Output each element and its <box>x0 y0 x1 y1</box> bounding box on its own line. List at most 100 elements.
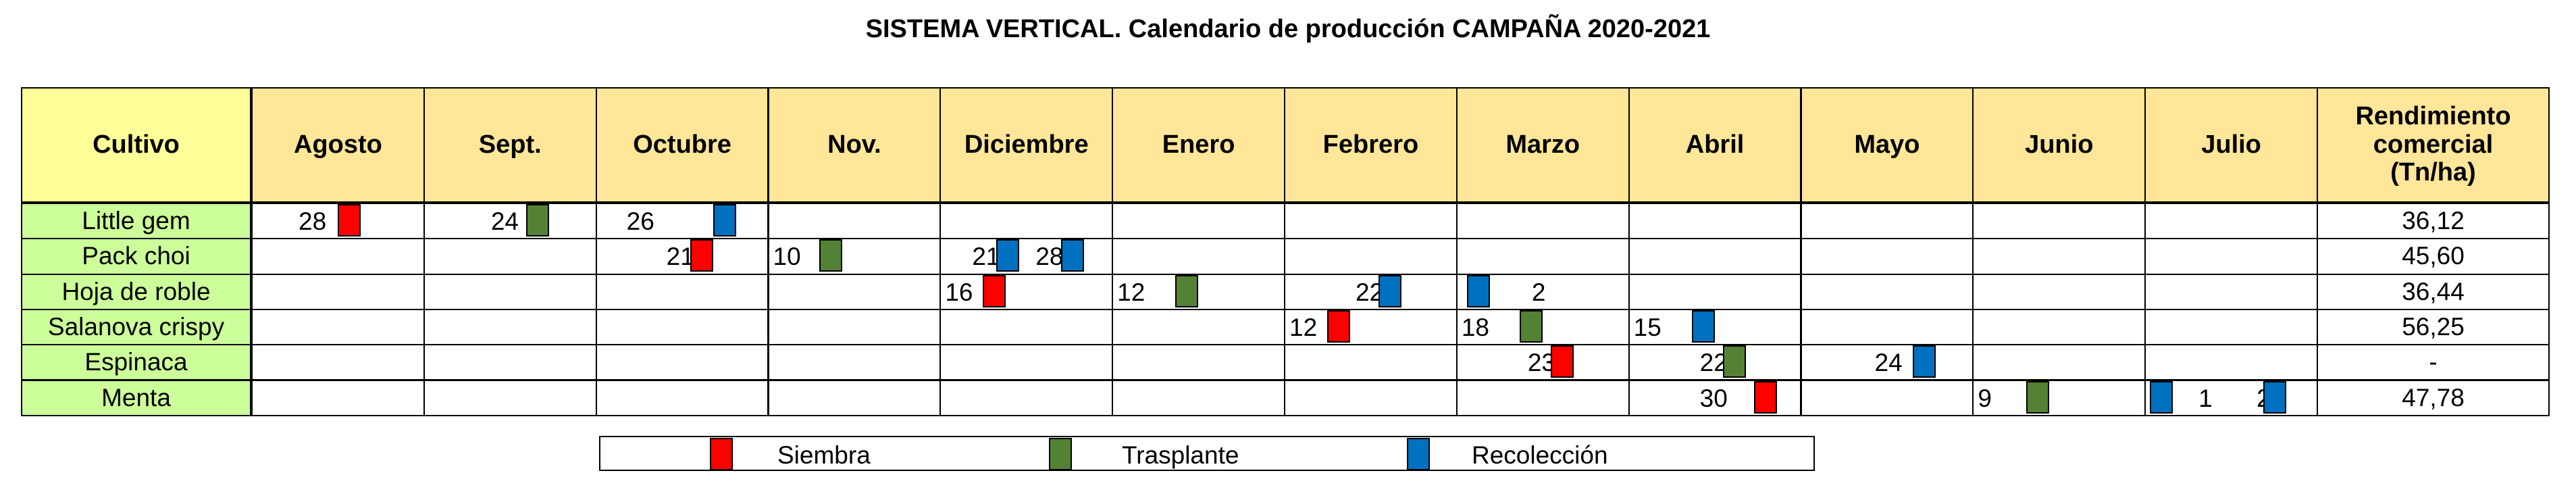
month-cell <box>2144 273 2318 310</box>
trasplante-marker <box>1722 345 1746 378</box>
crop-name-cell: Espinaca <box>21 344 251 381</box>
recoleccion-marker <box>1061 239 1085 272</box>
month-cell <box>1628 273 1802 310</box>
recoleccion-marker <box>1379 274 1401 307</box>
yield-cell: 45,60 <box>2317 238 2550 275</box>
month-cell <box>1112 203 1285 240</box>
month-cell <box>595 273 769 310</box>
yield-cell: 36,44 <box>2317 273 2550 310</box>
month-cell <box>595 379 769 416</box>
event-day-number: 21 <box>972 243 1000 271</box>
yield-cell: - <box>2317 344 2550 381</box>
month-cell <box>1112 344 1285 381</box>
event-day-number: 2 <box>1531 278 1546 306</box>
legend-recoleccion-swatch <box>1407 438 1430 470</box>
month-cell <box>595 344 769 381</box>
month-cell <box>1112 238 1285 275</box>
legend-siembra-swatch <box>710 438 733 470</box>
month-cell <box>939 308 1114 346</box>
month-cell <box>423 379 597 416</box>
header-month: Sept. <box>423 87 597 203</box>
month-cell <box>1800 308 1974 346</box>
event-day-number: 16 <box>945 278 973 306</box>
month-cell <box>1972 344 2146 381</box>
month-cell <box>251 344 425 381</box>
event-day-number: 28 <box>299 207 327 235</box>
month-cell <box>595 203 769 240</box>
recoleccion-marker <box>1466 274 1490 307</box>
month-cell <box>1972 308 2146 346</box>
month-cell <box>1800 379 1974 416</box>
month-cell <box>2144 344 2318 381</box>
trasplante-marker <box>1519 309 1543 343</box>
recoleccion-marker <box>1912 345 1936 378</box>
month-cell <box>1628 238 1802 275</box>
header-month: Mayo <box>1800 87 1974 203</box>
header-month: Febrero <box>1284 87 1458 203</box>
event-day-number: 12 <box>1289 313 1318 341</box>
siembra-marker <box>1753 380 1777 414</box>
month-cell <box>767 308 942 346</box>
crop-name-cell: Menta <box>21 379 251 416</box>
recoleccion-marker <box>996 239 1020 272</box>
month-cell <box>423 238 597 275</box>
header-month: Enero <box>1112 87 1285 203</box>
trasplante-marker <box>525 204 549 237</box>
month-cell <box>423 308 597 346</box>
month-cell <box>939 238 1114 275</box>
month-cell <box>1456 379 1630 416</box>
month-cell <box>251 379 425 416</box>
month-cell <box>1800 203 1974 240</box>
month-cell <box>1456 238 1630 275</box>
siembra-marker <box>1327 309 1350 343</box>
crop-name-cell: Little gem <box>21 203 251 240</box>
month-cell <box>1972 203 2146 240</box>
event-day-number: 18 <box>1461 313 1489 341</box>
trasplante-marker <box>1175 274 1199 307</box>
month-cell <box>1972 273 2146 310</box>
event-day-number: 15 <box>1633 313 1661 341</box>
header-month: Julio <box>2144 87 2318 203</box>
header-crop: Cultivo <box>21 87 251 203</box>
event-day-number: 24 <box>490 207 519 235</box>
month-cell <box>1456 203 1630 240</box>
event-day-number: 24 <box>1874 349 1903 377</box>
siembra-marker <box>690 239 713 272</box>
recoleccion-marker <box>1691 309 1715 343</box>
event-day-number: 12 <box>1117 278 1145 306</box>
legend-recoleccion-label: Recolección <box>1472 441 1608 469</box>
month-cell <box>1284 344 1458 381</box>
recoleccion-marker <box>2263 380 2287 414</box>
production-calendar-table: Cultivo Agosto Sept. Octubre Nov. Diciembre En… <box>21 87 2550 416</box>
header-month: Nov. <box>767 87 942 203</box>
month-cell <box>423 273 597 310</box>
month-cell <box>1284 203 1458 240</box>
event-day-number: 21 <box>666 243 694 271</box>
event-day-number: 30 <box>1699 384 1728 412</box>
header-month: Abril <box>1628 87 1802 203</box>
month-cell <box>939 379 1114 416</box>
month-cell <box>1112 308 1285 346</box>
month-cell <box>1628 203 1802 240</box>
header-month: Octubre <box>595 87 769 203</box>
month-cell <box>1972 379 2146 416</box>
yield-cell: 56,25 <box>2317 308 2550 346</box>
siembra-marker <box>338 204 361 237</box>
month-cell <box>1112 379 1285 416</box>
month-cell <box>595 308 769 346</box>
event-day-number: 28 <box>1035 243 1064 271</box>
siembra-marker <box>983 274 1006 307</box>
header-yield: Rendimiento comercial (Tn/ha) <box>2317 87 2550 203</box>
month-cell <box>1284 238 1458 275</box>
month-cell <box>251 273 425 310</box>
month-cell <box>2144 203 2318 240</box>
month-cell <box>767 203 942 240</box>
month-cell <box>1972 238 2146 275</box>
month-cell <box>767 379 942 416</box>
recoleccion-marker <box>713 204 736 237</box>
crop-name-cell: Pack choi <box>21 238 251 275</box>
month-cell <box>251 238 425 275</box>
yield-cell: 47,78 <box>2317 379 2550 416</box>
month-cell <box>939 344 1114 381</box>
month-cell <box>1800 273 1974 310</box>
